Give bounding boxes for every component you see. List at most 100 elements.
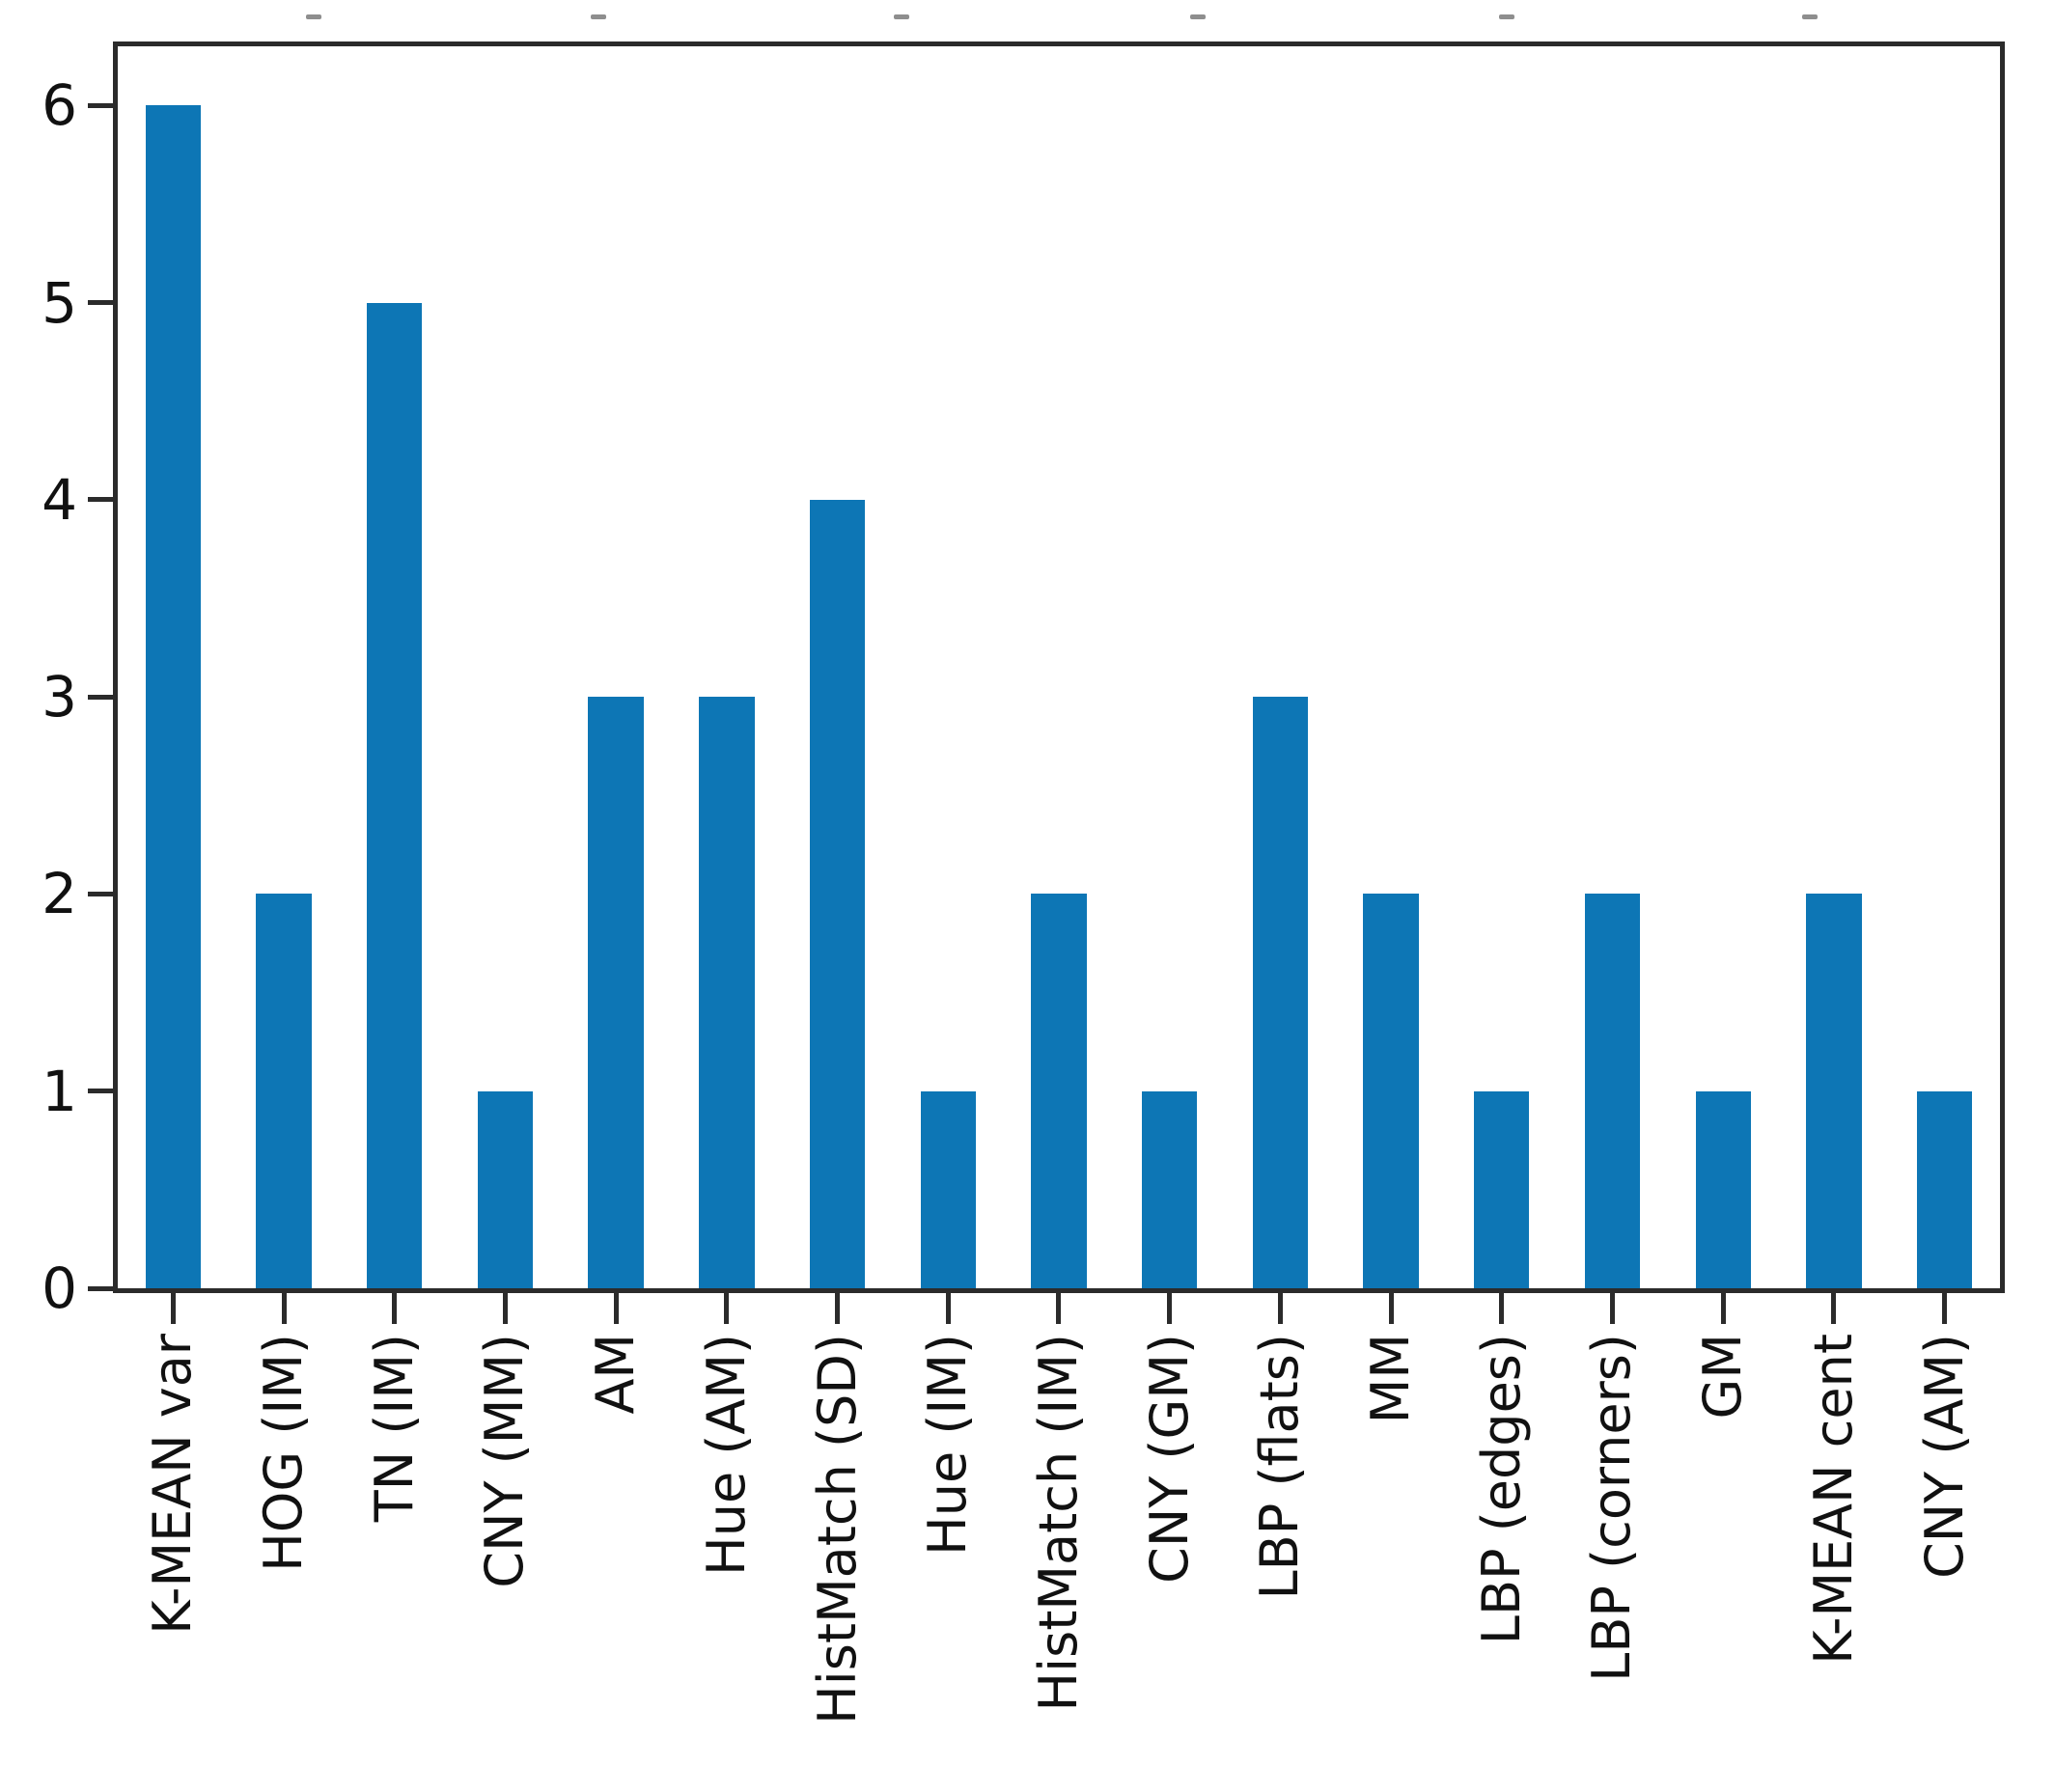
bar-CNY (GM) — [1142, 1090, 1198, 1288]
x-label-slot: CNY (AM) — [1889, 1334, 2000, 1787]
x-label-slot: HOG (IM) — [229, 1334, 340, 1787]
x-axis-labels: K-MEAN var HOG (IM) TN (IM) CNY (MM) AM Hue (… — [118, 1334, 2000, 1787]
x-label-slot: Hue (IM) — [893, 1334, 1004, 1787]
bar-slot — [339, 46, 450, 1288]
x-tick-label: AM — [585, 1334, 647, 1415]
x-tick-mark — [502, 1293, 508, 1324]
x-tick-mark — [835, 1293, 841, 1324]
plot-area — [113, 41, 2005, 1293]
x-tick-slot — [1336, 1293, 1447, 1324]
bar-slot — [561, 46, 672, 1288]
x-tick-label: GM — [1692, 1334, 1754, 1420]
cropped-text-artifact-dash — [1802, 14, 1818, 19]
x-tick-mark — [613, 1293, 619, 1324]
x-tick-slot — [1004, 1293, 1115, 1324]
x-tick-label: HistMatch (SD) — [806, 1334, 868, 1724]
x-tick-label: CNY (AM) — [1913, 1334, 1975, 1579]
y-tick-label: 5 — [42, 269, 77, 336]
y-tick-mark — [88, 102, 113, 108]
bar-LBP (flats) — [1252, 697, 1309, 1288]
bar-HistMatch (SD) — [809, 499, 866, 1288]
bar-AM — [588, 697, 644, 1288]
x-tick-mark — [392, 1293, 398, 1324]
x-tick-label: Hue (IM) — [917, 1334, 979, 1556]
x-tick-label: LBP (edges) — [1470, 1334, 1532, 1645]
y-tick-label: 1 — [42, 1058, 77, 1124]
bar-slot — [229, 46, 340, 1288]
x-tick-mark — [945, 1293, 951, 1324]
bar-slot — [1779, 46, 1890, 1288]
bar-HistMatch (IM) — [1031, 894, 1087, 1288]
bar-HOG (IM) — [256, 894, 312, 1288]
x-tick-slot — [1446, 1293, 1557, 1324]
x-tick-label: HistMatch (IM) — [1027, 1334, 1089, 1712]
x-axis-ticks — [118, 1293, 2000, 1324]
cropped-text-artifact-dash — [591, 14, 606, 19]
x-tick-label: MM — [1360, 1334, 1422, 1424]
bar-slot — [782, 46, 893, 1288]
x-tick-slot — [1557, 1293, 1668, 1324]
x-tick-mark — [1499, 1293, 1505, 1324]
bar-Hue (AM) — [699, 697, 755, 1288]
x-label-slot: LBP (edges) — [1446, 1334, 1557, 1787]
x-tick-label: K-MEAN cent — [1802, 1334, 1864, 1665]
x-tick-mark — [170, 1293, 176, 1324]
x-label-slot: GM — [1668, 1334, 1779, 1787]
x-tick-mark — [1720, 1293, 1726, 1324]
x-tick-mark — [281, 1293, 287, 1324]
y-tick-mark — [88, 1285, 113, 1291]
bar-slot — [1668, 46, 1779, 1288]
bar-Hue (IM) — [920, 1090, 976, 1288]
bar-slot — [1446, 46, 1557, 1288]
bar-CNY (MM) — [477, 1090, 534, 1288]
x-tick-slot — [1668, 1293, 1779, 1324]
bar-K-MEAN var — [145, 105, 202, 1288]
x-label-slot: TN (IM) — [339, 1334, 450, 1787]
x-tick-label: CNY (GM) — [1138, 1334, 1200, 1584]
x-tick-label: LBP (flats) — [1249, 1334, 1311, 1600]
bar-slot — [450, 46, 561, 1288]
x-tick-slot — [782, 1293, 893, 1324]
x-tick-mark — [1609, 1293, 1615, 1324]
cropped-text-artifact-dash — [1499, 14, 1514, 19]
x-tick-label: TN (IM) — [363, 1334, 425, 1523]
bar-LBP (edges) — [1474, 1090, 1530, 1288]
x-tick-label: K-MEAN var — [142, 1334, 204, 1635]
x-label-slot: CNY (GM) — [1114, 1334, 1225, 1787]
x-label-slot: K-MEAN var — [118, 1334, 229, 1787]
x-tick-slot — [561, 1293, 672, 1324]
bar-slot — [1225, 46, 1336, 1288]
bar-slot — [893, 46, 1004, 1288]
bar-LBP (corners) — [1584, 894, 1641, 1288]
x-tick-slot — [893, 1293, 1004, 1324]
x-label-slot: K-MEAN cent — [1779, 1334, 1890, 1787]
bar-slot — [1114, 46, 1225, 1288]
x-label-slot: CNY (MM) — [450, 1334, 561, 1787]
bar-GM — [1695, 1090, 1751, 1288]
y-tick-mark — [88, 497, 113, 503]
x-label-slot: AM — [561, 1334, 672, 1787]
cropped-text-artifact-dash — [306, 14, 321, 19]
x-label-slot: LBP (corners) — [1557, 1334, 1668, 1787]
x-label-slot: HistMatch (IM) — [1004, 1334, 1115, 1787]
bar-TN (IM) — [367, 302, 423, 1288]
x-label-slot: LBP (flats) — [1225, 1334, 1336, 1787]
x-tick-label: CNY (MM) — [474, 1334, 536, 1588]
x-tick-slot — [1889, 1293, 2000, 1324]
y-tick-label: 3 — [42, 664, 77, 731]
x-label-slot: MM — [1336, 1334, 1447, 1787]
y-tick-mark — [88, 891, 113, 896]
x-tick-slot — [229, 1293, 340, 1324]
bar-slot — [1004, 46, 1115, 1288]
y-tick-mark — [88, 1089, 113, 1094]
x-label-slot: Hue (AM) — [672, 1334, 783, 1787]
cropped-text-artifact-dash — [1190, 14, 1206, 19]
y-tick-mark — [88, 694, 113, 700]
x-tick-label: HOG (IM) — [253, 1334, 314, 1572]
x-tick-mark — [1167, 1293, 1173, 1324]
bar-slot — [1336, 46, 1447, 1288]
bar-slot — [672, 46, 783, 1288]
cropped-text-artifact-dash — [894, 14, 909, 19]
bar-K-MEAN cent — [1806, 894, 1862, 1288]
x-tick-mark — [724, 1293, 730, 1324]
